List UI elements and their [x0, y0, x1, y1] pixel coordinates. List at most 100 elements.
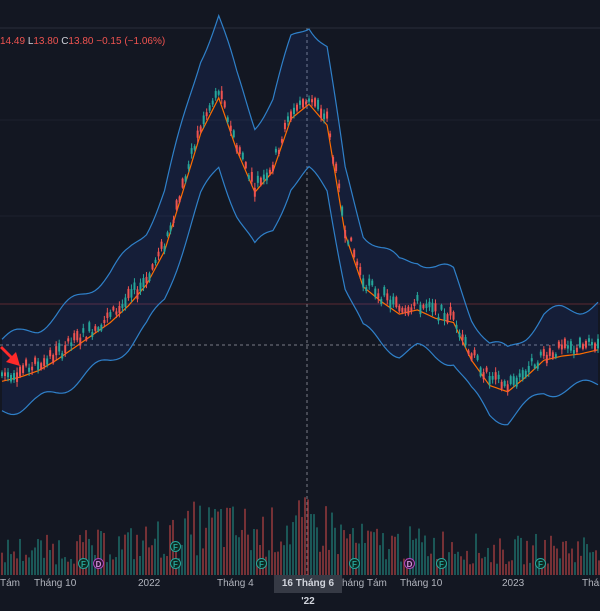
candle-body: [217, 91, 220, 95]
volume-bar: [283, 545, 285, 575]
volume-bar: [415, 538, 417, 575]
candle-body: [124, 297, 127, 307]
volume-bar: [412, 539, 414, 575]
candle-body: [590, 342, 593, 346]
candle-body: [55, 346, 58, 356]
candle-body: [527, 365, 530, 373]
candle-body: [46, 358, 49, 365]
candle-body: [268, 169, 271, 174]
x-axis-label: Tám: [0, 578, 20, 589]
candle-body: [100, 324, 103, 331]
volume-bar: [460, 556, 462, 575]
candle-body: [515, 377, 518, 387]
event-marker-d[interactable]: D: [93, 558, 104, 569]
volume-bar: [223, 547, 225, 575]
candle-body: [220, 90, 223, 100]
candle-body: [121, 304, 124, 308]
volume-bar: [451, 542, 453, 575]
x-axis-label: háng Tám: [342, 578, 387, 589]
volume-bar: [340, 524, 342, 575]
volume-bar: [385, 559, 387, 575]
event-marker-f[interactable]: F: [535, 558, 546, 569]
volume-bar: [37, 539, 39, 575]
volume-bar: [511, 560, 513, 575]
volume-bar: [349, 534, 351, 575]
candle-body: [488, 375, 491, 385]
candle-body: [440, 304, 443, 310]
candle-body: [386, 293, 389, 301]
event-marker-f[interactable]: F: [170, 541, 181, 552]
candle-body: [332, 157, 335, 164]
x-axis-label: Tháng 10: [34, 578, 77, 589]
volume-bar: [85, 530, 87, 575]
event-marker-f[interactable]: F: [436, 558, 447, 569]
volume-bar: [328, 549, 330, 575]
volume-bar: [127, 532, 129, 575]
volume-bar: [64, 557, 66, 575]
candle-body: [7, 372, 10, 378]
candle-body: [208, 105, 211, 111]
volume-bar: [184, 518, 186, 575]
candle-body: [40, 363, 43, 370]
volume-bar: [289, 544, 291, 575]
candle-body: [127, 288, 130, 299]
candle-body: [31, 366, 34, 371]
volume-bar: [394, 536, 396, 575]
volume-bar: [583, 537, 585, 575]
volume-bar: [364, 542, 366, 575]
volume-bar: [247, 534, 249, 575]
event-marker-f[interactable]: F: [349, 558, 360, 569]
volume-bar: [595, 550, 597, 575]
bollinger-lower-line: [1, 165, 599, 426]
volume-bar: [538, 564, 540, 575]
volume-bar: [316, 527, 318, 575]
volume-bar: [202, 548, 204, 575]
event-marker-f[interactable]: F: [256, 558, 267, 569]
candle-body: [247, 175, 250, 179]
candle-body: [43, 358, 46, 366]
volume-bar: [79, 534, 81, 575]
close-value: 13.80: [68, 36, 94, 47]
candle-body: [232, 130, 235, 138]
volume-bar: [148, 547, 150, 575]
candle-body: [106, 312, 109, 318]
volume-bar: [169, 525, 171, 575]
candle-body: [79, 337, 82, 346]
volume-bar: [469, 564, 471, 575]
candle-body: [452, 311, 455, 320]
candle-body: [166, 232, 169, 236]
volume-bar: [433, 537, 435, 575]
volume-bar: [382, 533, 384, 575]
candle-body: [305, 101, 308, 105]
volume-bar: [424, 535, 426, 575]
candle-body: [157, 251, 160, 257]
candle-body: [28, 367, 31, 372]
candle-body: [311, 99, 314, 103]
candle-body: [175, 200, 178, 210]
volume-bar: [361, 523, 363, 575]
volume-bar: [490, 562, 492, 575]
event-marker-f[interactable]: F: [78, 558, 89, 569]
red-arrow-icon: [0, 346, 20, 366]
volume-bar: [547, 563, 549, 575]
event-marker-d[interactable]: D: [404, 558, 415, 569]
candle-body: [244, 162, 247, 169]
candle-body: [410, 307, 413, 312]
volume-bar: [520, 537, 522, 575]
volume-bar: [481, 558, 483, 575]
candle-body: [362, 278, 365, 288]
candle-body: [289, 111, 292, 120]
volume-bar: [331, 512, 333, 575]
candle-body: [473, 349, 476, 356]
volume-bar: [304, 497, 306, 575]
candle-body: [437, 317, 440, 321]
volume-bar: [76, 541, 78, 575]
candle-body: [554, 354, 557, 358]
volume-bar: [40, 540, 42, 575]
candle-body: [133, 282, 136, 290]
event-marker-f[interactable]: F: [170, 558, 181, 569]
candle-body: [563, 338, 566, 349]
volume-bar: [301, 517, 303, 575]
